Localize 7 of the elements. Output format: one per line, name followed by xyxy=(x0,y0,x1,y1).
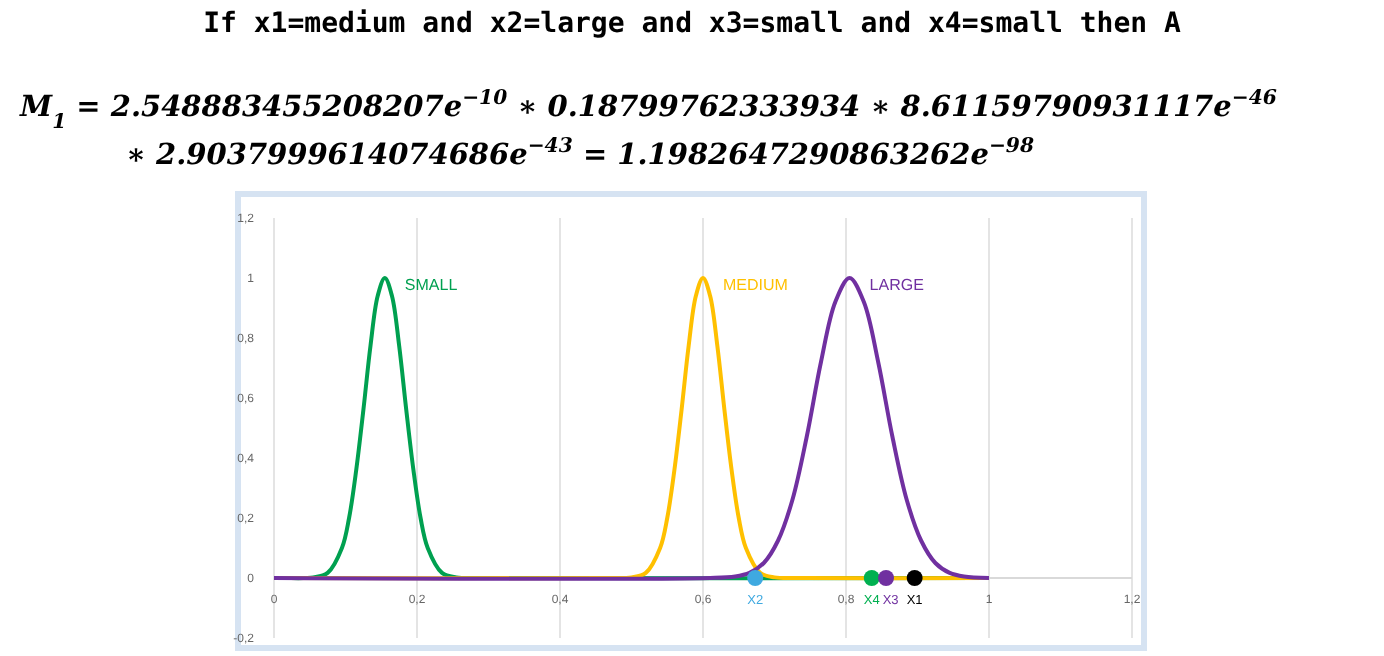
text: M$_{1}$ = 2.548883455208207e$^{−10}$ ∗ 0.18799762333934 ∗ 8.61159790931117e$^{−46}$ xyxy=(18,86,1277,134)
series-label: SMALL xyxy=(404,276,459,294)
chart-title: If x1=medium and x2=large and x3=small and x4=small then A xyxy=(203,8,1182,40)
text: ∗ 2.9037999614074686e$^{−43}$ = 1.1982647290863262e$^{−98}$ xyxy=(125,134,1035,172)
line-series xyxy=(272,276,991,581)
series-label: LARGE xyxy=(869,276,924,294)
series-label: MEDIUM xyxy=(723,276,789,294)
